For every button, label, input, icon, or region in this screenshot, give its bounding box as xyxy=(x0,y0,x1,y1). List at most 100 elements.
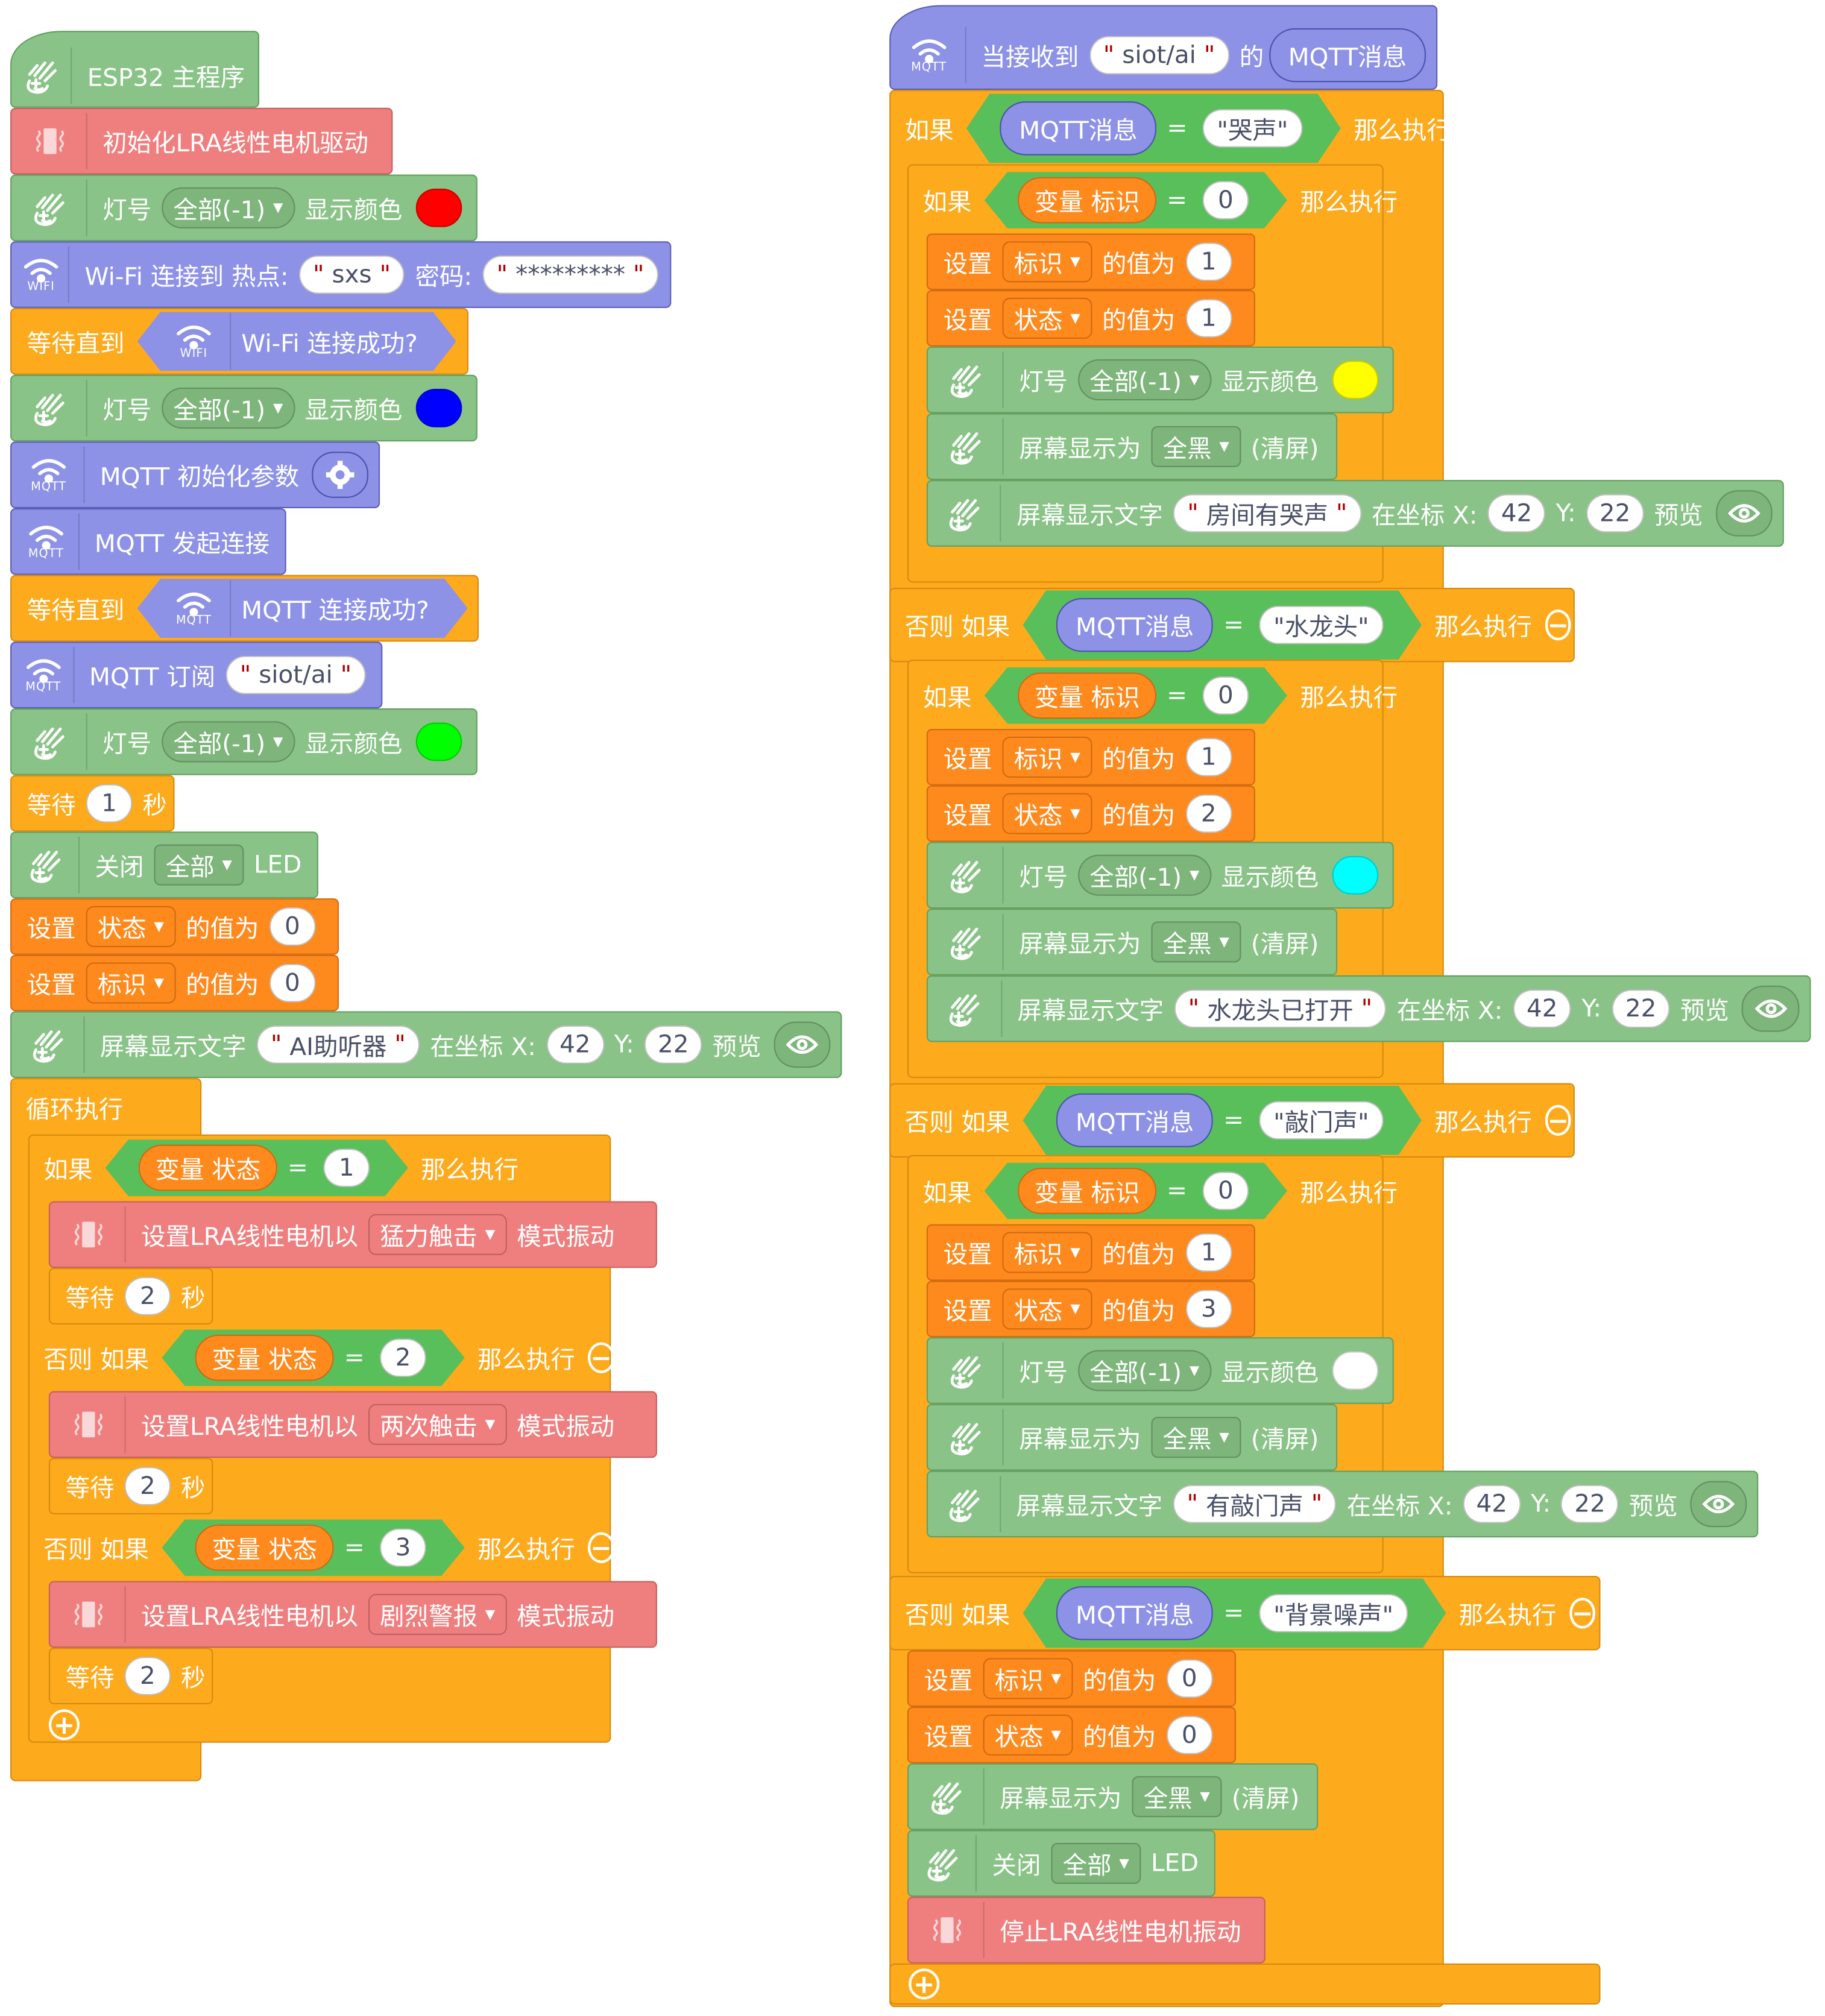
x-input[interactable]: 42 xyxy=(1463,1484,1521,1523)
screen-clear-block[interactable]: 屏幕显示为 全黑 ▼ (清屏) xyxy=(907,1763,1319,1830)
led-off-block[interactable]: 关闭 全部 ▼ LED xyxy=(907,1830,1215,1897)
mqtt-message-reporter[interactable]: MQTT消息 xyxy=(1269,28,1426,83)
value-input[interactable]: 0 xyxy=(1166,1659,1213,1698)
x-input[interactable]: 42 xyxy=(546,1025,604,1064)
ssid-input[interactable]: " sxs " xyxy=(298,255,405,294)
variable-dropdown[interactable]: 标识 ▼ xyxy=(86,962,176,1004)
if-flag-zero[interactable]: 如果 变量 标识 = 0 那么执行 xyxy=(907,662,1398,729)
led-off-block[interactable]: 关闭 全部 ▼ LED xyxy=(10,831,318,899)
led-target-dropdown[interactable]: 全部(-1) ▼ xyxy=(1078,1350,1211,1391)
mqtt-message-reporter[interactable]: MQTT消息 xyxy=(1000,101,1156,155)
plus-circle-icon[interactable]: + xyxy=(48,1709,80,1740)
y-input[interactable]: 22 xyxy=(644,1025,702,1064)
compare-condition[interactable]: 变量 状态 = 3 xyxy=(162,1519,464,1576)
compare-condition[interactable]: 变量 状态 = 1 xyxy=(106,1139,408,1196)
y-input[interactable]: 22 xyxy=(1586,494,1644,533)
compare-text[interactable]: "敲门声" xyxy=(1259,1101,1383,1139)
color-swatch[interactable] xyxy=(415,388,462,427)
mqtt-subscribe-block[interactable]: MQTT MQTT 订阅 " siot/ai " xyxy=(10,641,383,709)
led-target-dropdown[interactable]: 全部(-1) ▼ xyxy=(162,387,295,429)
value-input[interactable]: 0 xyxy=(269,907,316,946)
fill-dropdown[interactable]: 全黑 ▼ xyxy=(1132,1776,1221,1818)
variable-dropdown[interactable]: 状态 ▼ xyxy=(86,906,176,947)
compare-value[interactable]: 3 xyxy=(380,1528,426,1567)
compare-text[interactable]: "水龙头" xyxy=(1259,606,1383,644)
compare-condition[interactable]: 变量 标识 = 0 xyxy=(985,1163,1287,1220)
variable-dropdown[interactable]: 状态 ▼ xyxy=(1002,297,1092,339)
compare-value[interactable]: 0 xyxy=(1203,181,1249,219)
led-color-block-blue[interactable]: 灯号 全部(-1) ▼ 显示颜色 xyxy=(10,374,478,442)
wifi-connect-block[interactable]: WIFI Wi-Fi 连接到 热点: " sxs " 密码: " *******… xyxy=(10,241,672,308)
value-input[interactable]: 2 xyxy=(1185,794,1232,833)
eye-icon[interactable] xyxy=(1691,1481,1747,1528)
variable-dropdown[interactable]: 状态 ▼ xyxy=(1002,1288,1092,1330)
lra-vibrate-block[interactable]: 设置LRA线性电机以 两次触击 ▼ 模式振动 xyxy=(48,1391,657,1458)
variable-reporter[interactable]: 变量 标识 xyxy=(1018,177,1156,224)
set-state-block[interactable]: 设置 状态 ▼ 的值为 3 xyxy=(926,1280,1255,1338)
else-if-state-2[interactable]: 否则 如果 变量 状态 = 2 那么执行 − xyxy=(28,1325,615,1391)
led-target-dropdown[interactable]: 全部 ▼ xyxy=(1051,1842,1141,1884)
x-input[interactable]: 42 xyxy=(1487,494,1546,533)
screen-clear-block[interactable]: 屏幕显示为 全黑 ▼ (清屏) xyxy=(926,1403,1338,1471)
variable-dropdown[interactable]: 状态 ▼ xyxy=(1002,793,1092,834)
seconds-input[interactable]: 1 xyxy=(86,784,133,823)
message-compare[interactable]: MQTT消息 = "哭声" xyxy=(966,93,1341,163)
led-color-block-cyan[interactable]: 灯号 全部(-1) ▼ 显示颜色 xyxy=(926,842,1394,909)
color-swatch[interactable] xyxy=(415,722,462,761)
screen-text-block[interactable]: 屏幕显示文字 " 有敲门声 " 在坐标 X: 42 Y: 22 预览 xyxy=(926,1470,1759,1538)
mode-dropdown[interactable]: 剧烈警报 ▼ xyxy=(368,1593,507,1635)
value-input[interactable]: 1 xyxy=(1185,1233,1232,1272)
variable-dropdown[interactable]: 标识 ▼ xyxy=(1002,736,1092,778)
set-state-block[interactable]: 设置 状态 ▼ 的值为 0 xyxy=(907,1707,1236,1763)
else-if-background-noise[interactable]: 否则 如果 MQTT消息 = "背景噪声" 那么执行 − xyxy=(889,1576,1600,1650)
set-state-block[interactable]: 设置 状态 ▼ 的值为 0 xyxy=(10,898,339,955)
set-flag-block[interactable]: 设置 标识 ▼ 的值为 1 xyxy=(926,233,1255,291)
text-input[interactable]: " AI助听器 " xyxy=(256,1025,420,1064)
led-target-dropdown[interactable]: 全部(-1) ▼ xyxy=(1078,359,1211,401)
loop-header[interactable]: 循环执行 xyxy=(10,1078,201,1137)
screen-text-block[interactable]: 屏幕显示文字 " 房间有哭声 " 在坐标 X: 42 Y: 22 预览 xyxy=(926,480,1784,547)
led-color-block-white[interactable]: 灯号 全部(-1) ▼ 显示颜色 xyxy=(926,1337,1394,1404)
mode-dropdown[interactable]: 两次触击 ▼ xyxy=(368,1403,507,1445)
eye-icon[interactable] xyxy=(1742,985,1800,1032)
set-flag-block[interactable]: 设置 标识 ▼ 的值为 1 xyxy=(926,1224,1255,1281)
variable-reporter[interactable]: 变量 标识 xyxy=(1018,1168,1156,1214)
gear-icon[interactable] xyxy=(312,452,368,498)
set-flag-block[interactable]: 设置 标识 ▼ 的值为 0 xyxy=(10,954,339,1012)
minus-circle-icon[interactable]: − xyxy=(1569,1598,1596,1629)
plus-circle-icon[interactable]: + xyxy=(909,1968,940,2000)
x-input[interactable]: 42 xyxy=(1513,989,1572,1028)
screen-text-block[interactable]: 屏幕显示文字 " AI助听器 " 在坐标 X: 42 Y: 22 预览 xyxy=(10,1011,842,1079)
minus-circle-icon[interactable]: − xyxy=(1545,610,1572,641)
if-flag-zero[interactable]: 如果 变量 标识 = 0 那么执行 xyxy=(907,1158,1398,1224)
wait-until-mqtt-block[interactable]: 等待直到 MQTT MQTT 连接成功? xyxy=(10,575,479,642)
screen-clear-block[interactable]: 屏幕显示为 全黑 ▼ (清屏) xyxy=(926,909,1338,975)
wait-seconds-block[interactable]: 等待 2 秒 xyxy=(48,1458,213,1514)
compare-condition[interactable]: 变量 标识 = 0 xyxy=(985,667,1287,724)
compare-value[interactable]: 0 xyxy=(1203,676,1249,715)
message-compare[interactable]: MQTT消息 = "水龙头" xyxy=(1023,590,1422,660)
value-input[interactable]: 3 xyxy=(1185,1290,1232,1329)
minus-circle-icon[interactable]: − xyxy=(588,1342,615,1373)
led-color-block-green[interactable]: 灯号 全部(-1) ▼ 显示颜色 xyxy=(10,708,478,775)
led-target-dropdown[interactable]: 全部(-1) ▼ xyxy=(162,721,295,763)
lra-vibrate-block[interactable]: 设置LRA线性电机以 剧烈警报 ▼ 模式振动 xyxy=(48,1581,657,1648)
set-flag-block[interactable]: 设置 标识 ▼ 的值为 1 xyxy=(926,729,1255,786)
message-compare[interactable]: MQTT消息 = "背景噪声" xyxy=(1023,1578,1446,1648)
variable-dropdown[interactable]: 标识 ▼ xyxy=(983,1658,1073,1699)
compare-value[interactable]: 2 xyxy=(380,1338,426,1377)
compare-condition[interactable]: 变量 标识 = 0 xyxy=(985,172,1287,228)
mqtt-message-reporter[interactable]: MQTT消息 xyxy=(1056,1094,1213,1147)
variable-reporter[interactable]: 变量 状态 xyxy=(139,1145,277,1191)
wait-seconds-block[interactable]: 等待 2 秒 xyxy=(48,1268,213,1325)
topic-input[interactable]: " siot/ai " xyxy=(225,655,366,695)
mqtt-connect-block[interactable]: MQTT MQTT 发起连接 xyxy=(10,508,286,575)
compare-value[interactable]: 0 xyxy=(1203,1172,1249,1211)
fill-dropdown[interactable]: 全黑 ▼ xyxy=(1151,1417,1241,1458)
led-target-dropdown[interactable]: 全部(-1) ▼ xyxy=(1078,854,1211,896)
init-lra-block[interactable]: 初始化LRA线性电机驱动 xyxy=(10,107,393,175)
led-target-dropdown[interactable]: 全部 ▼ xyxy=(154,844,244,886)
compare-condition[interactable]: 变量 状态 = 2 xyxy=(162,1329,464,1386)
message-compare[interactable]: MQTT消息 = "敲门声" xyxy=(1023,1086,1422,1155)
mqtt-message-reporter[interactable]: MQTT消息 xyxy=(1056,1586,1213,1640)
